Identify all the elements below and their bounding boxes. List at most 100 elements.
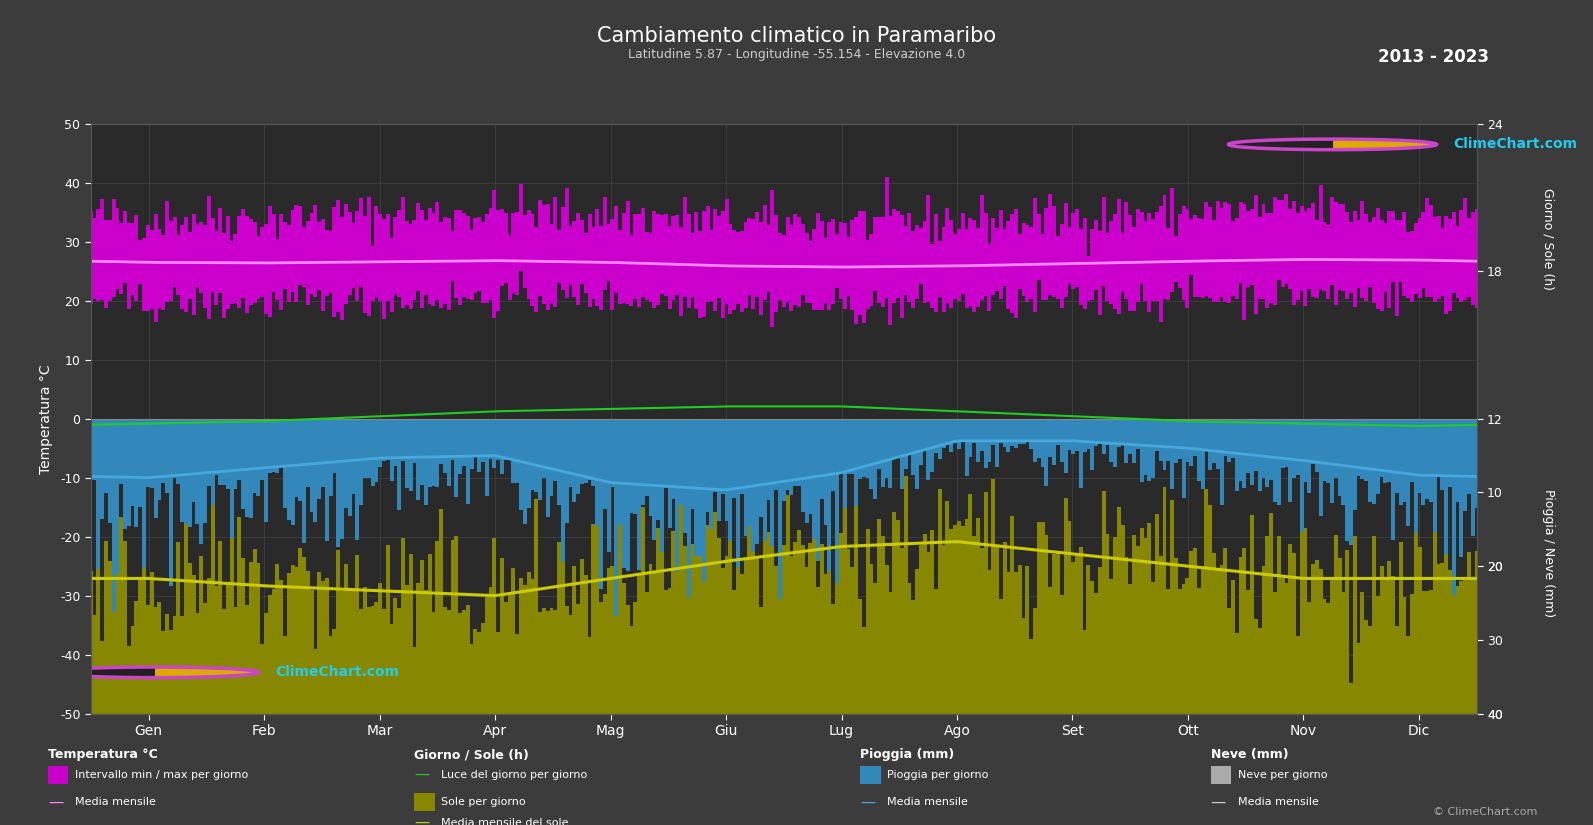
Bar (1448, 569, 1453, 714)
Bar (865, 239, 870, 309)
Bar (824, 238, 828, 303)
Bar (640, 208, 645, 297)
Bar (961, 419, 965, 442)
Bar (785, 495, 790, 714)
Bar (1395, 419, 1399, 493)
Bar (1432, 218, 1437, 302)
Bar (256, 563, 260, 714)
Bar (980, 548, 984, 714)
Bar (675, 544, 679, 714)
Bar (508, 235, 511, 300)
Bar (969, 494, 972, 714)
Bar (1251, 210, 1254, 285)
Bar (478, 217, 481, 291)
Bar (621, 583, 626, 714)
Bar (416, 582, 421, 714)
Bar (1467, 419, 1470, 494)
Bar (812, 419, 816, 539)
Bar (188, 419, 191, 527)
Bar (421, 210, 424, 309)
Bar (1300, 419, 1303, 532)
Bar (1407, 636, 1410, 714)
Bar (933, 419, 938, 454)
Bar (1437, 419, 1440, 477)
Bar (1117, 199, 1121, 314)
Bar (1114, 214, 1117, 309)
Bar (1311, 203, 1314, 297)
Bar (1139, 419, 1144, 482)
Bar (188, 563, 191, 714)
Bar (287, 573, 292, 714)
Bar (1177, 589, 1182, 714)
Bar (615, 206, 618, 293)
Bar (588, 638, 591, 714)
Bar (808, 241, 812, 303)
Bar (1357, 220, 1360, 288)
Bar (492, 539, 497, 714)
Bar (253, 419, 256, 493)
Bar (835, 234, 840, 288)
Bar (569, 226, 572, 285)
Bar (1415, 523, 1418, 714)
Bar (465, 215, 470, 299)
Bar (766, 532, 771, 714)
Bar (851, 219, 854, 310)
Bar (607, 224, 610, 280)
Bar (1246, 591, 1251, 714)
Bar (695, 419, 698, 556)
Bar (1231, 581, 1235, 714)
Bar (854, 217, 859, 324)
Bar (1018, 419, 1021, 444)
Bar (180, 224, 185, 309)
Bar (933, 588, 938, 714)
Bar (728, 419, 733, 541)
Bar (210, 219, 215, 292)
Bar (500, 419, 503, 474)
Bar (1475, 209, 1478, 308)
Bar (1083, 419, 1086, 451)
Bar (276, 419, 279, 474)
Bar (908, 583, 911, 714)
Bar (492, 190, 497, 318)
Bar (675, 419, 679, 572)
Bar (386, 214, 390, 301)
Bar (577, 419, 580, 493)
Bar (739, 231, 744, 312)
Bar (957, 521, 961, 714)
Bar (1155, 419, 1158, 450)
Bar (843, 419, 846, 507)
Bar (1215, 419, 1220, 469)
Bar (1102, 197, 1106, 286)
Bar (690, 419, 695, 508)
Bar (1166, 228, 1171, 300)
Bar (602, 594, 607, 714)
Bar (542, 419, 546, 478)
Bar (538, 200, 542, 296)
Bar (1152, 582, 1155, 714)
Bar (1330, 197, 1333, 285)
Bar (150, 419, 153, 488)
Text: Media mensile: Media mensile (887, 797, 969, 807)
Bar (169, 629, 172, 714)
Bar (782, 544, 785, 714)
Bar (215, 419, 218, 474)
Bar (1314, 219, 1319, 299)
Bar (256, 236, 260, 299)
Bar (804, 233, 809, 304)
Bar (977, 419, 980, 462)
Bar (358, 419, 363, 505)
Bar (1333, 535, 1338, 714)
Bar (191, 419, 196, 502)
Bar (1120, 419, 1125, 445)
Bar (938, 241, 941, 297)
Bar (1254, 196, 1258, 314)
Bar (1415, 419, 1418, 533)
Bar (660, 419, 664, 552)
Bar (139, 419, 142, 507)
Bar (930, 243, 933, 309)
Bar (241, 419, 245, 509)
Bar (889, 592, 892, 714)
Bar (260, 644, 264, 714)
Bar (1470, 577, 1475, 714)
Bar (629, 235, 634, 306)
